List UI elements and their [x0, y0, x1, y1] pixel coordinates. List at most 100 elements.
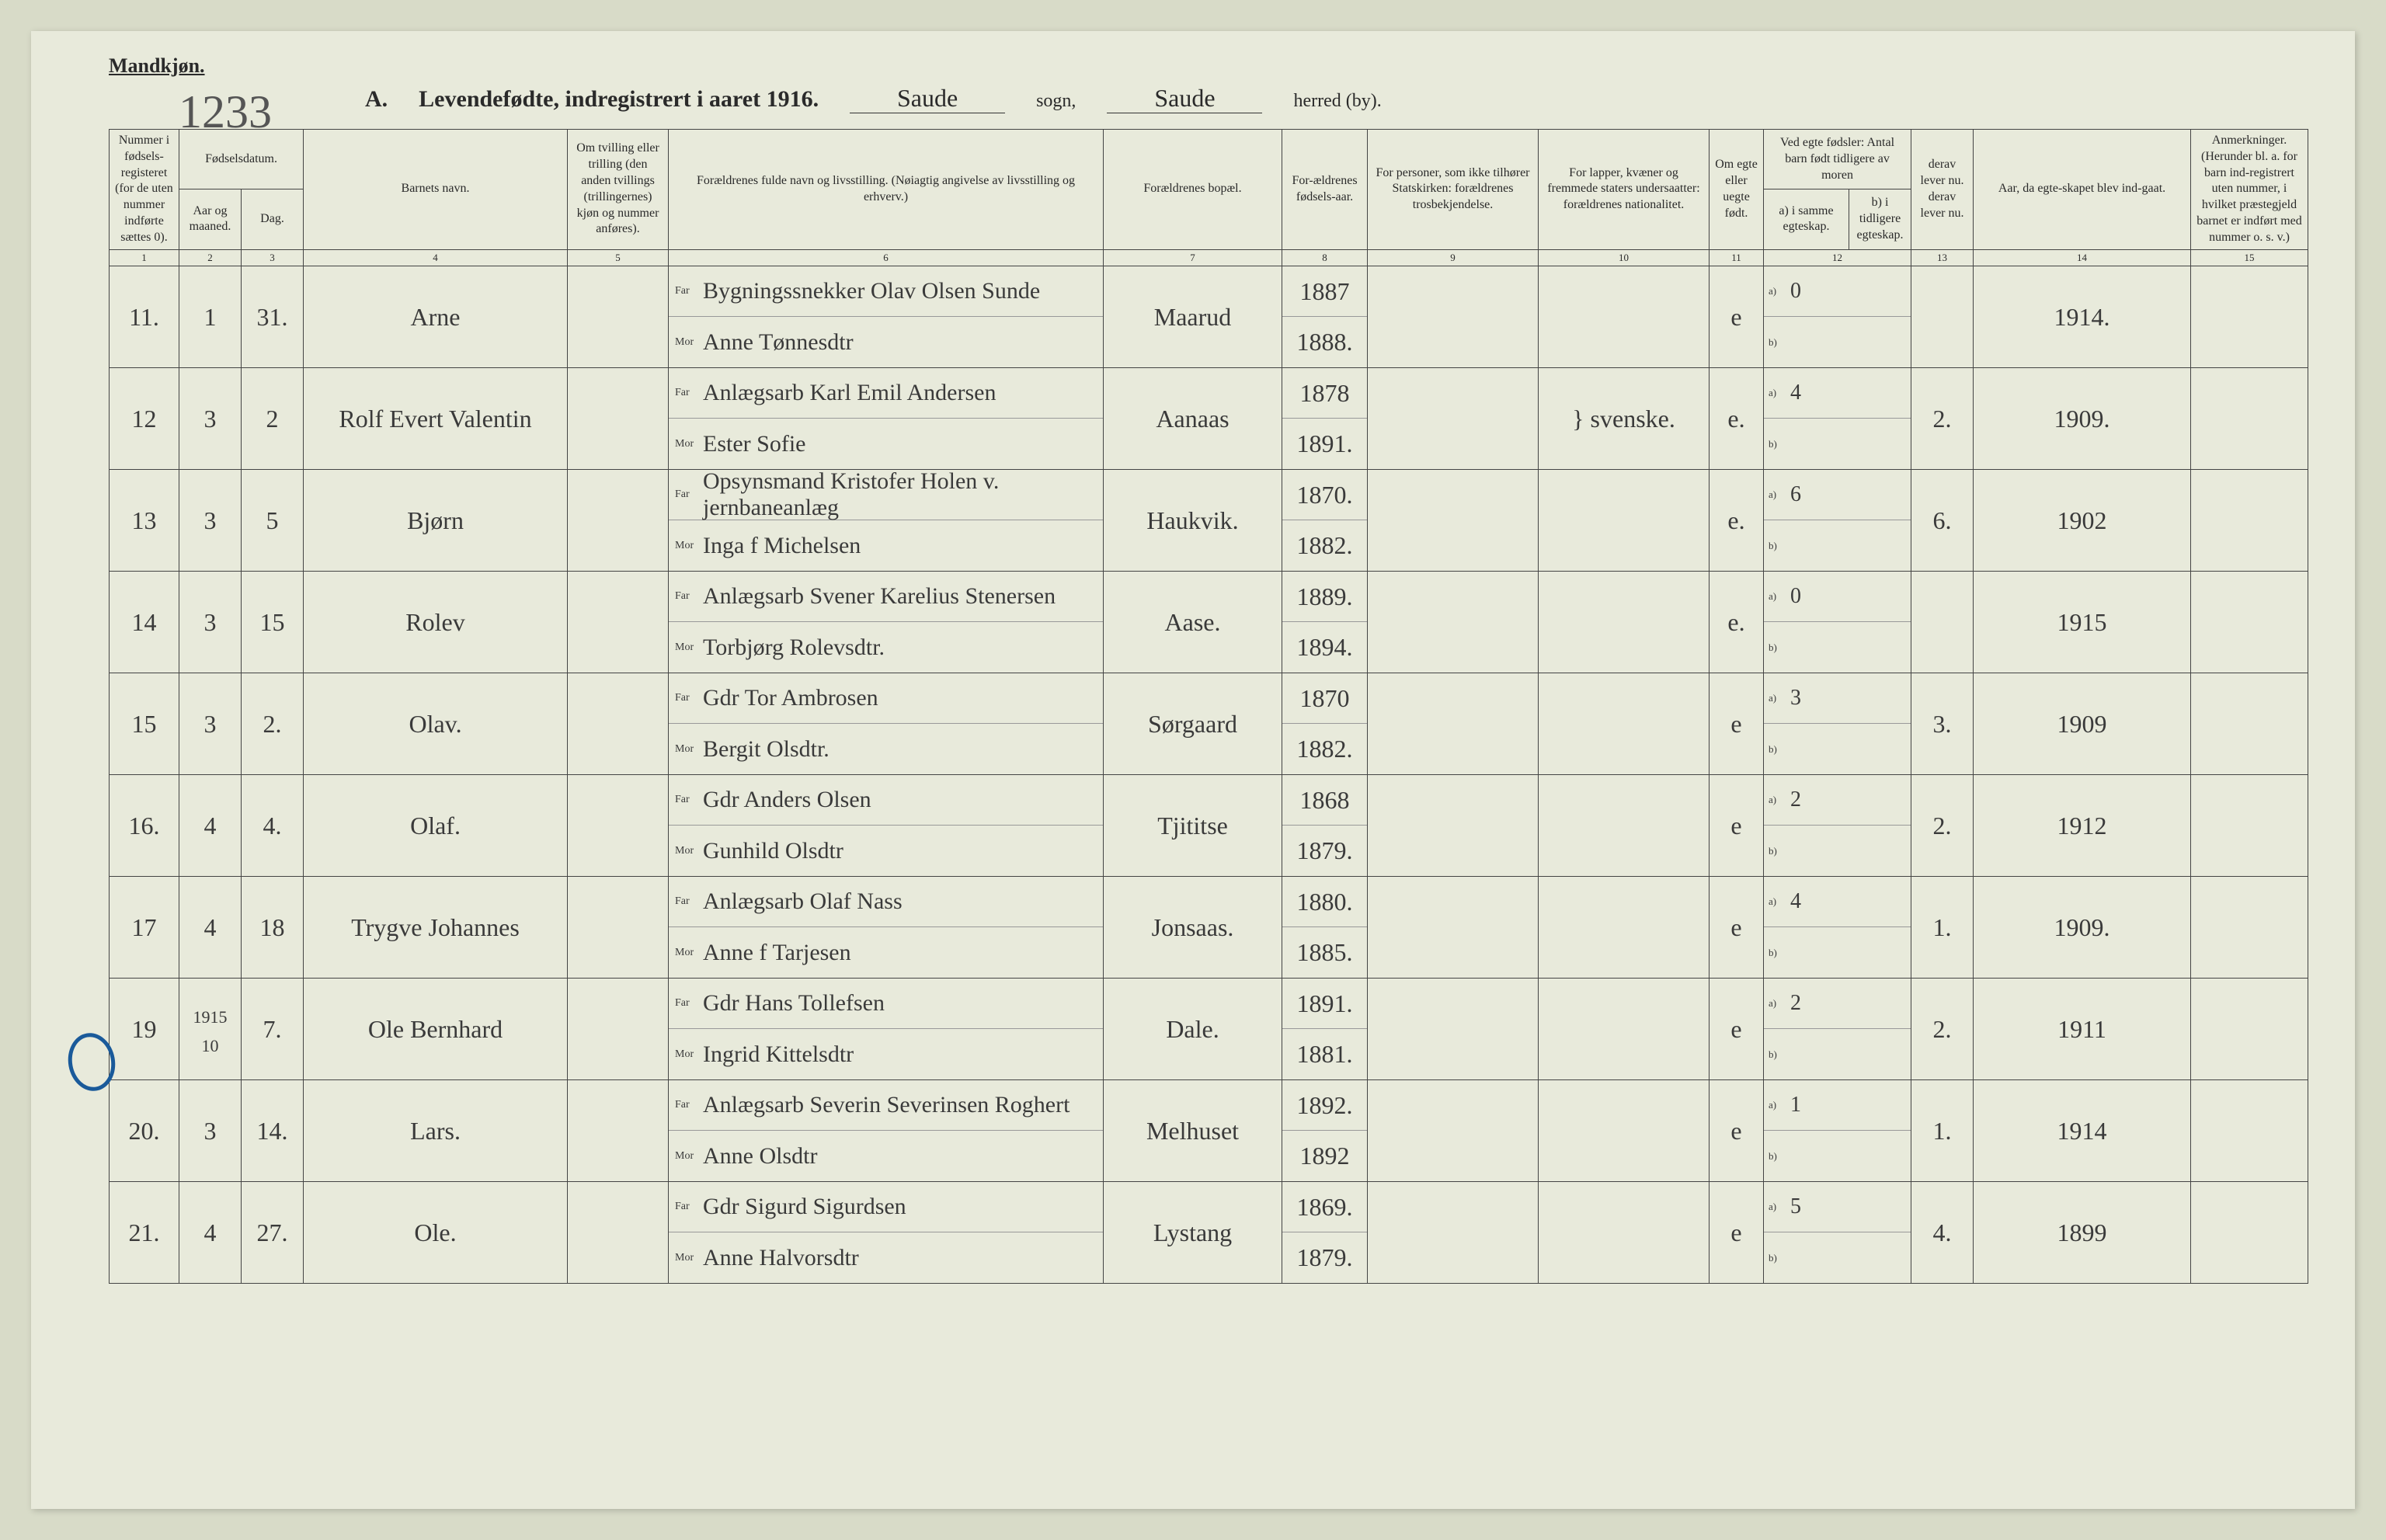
b-label: b)	[1769, 743, 1784, 756]
mor-label: Mor	[675, 438, 703, 450]
cell-parents: FarGdr Tor Ambrosen MorBergit Olsdtr.	[669, 673, 1104, 775]
cell-living: 2.	[1911, 368, 1974, 470]
hdr-living: derav lever nu. derav lever nu.	[1911, 130, 1974, 250]
mother-name: Ester Sofie	[703, 431, 1103, 457]
cell-living: 2.	[1911, 979, 1974, 1080]
cell-remarks	[2191, 1080, 2308, 1182]
cell-childname: Bjørn	[304, 470, 568, 572]
cell-twin	[568, 877, 669, 979]
title-row: A. Levendefødte, indregistrert i aaret 1…	[109, 84, 2308, 113]
far-label: Far	[675, 285, 703, 297]
far-label: Far	[675, 1201, 703, 1213]
cell-twin	[568, 470, 669, 572]
table-row: 16. 4 4. Olaf. FarGdr Anders Olsen MorGu…	[110, 775, 2308, 877]
father-birthyear: 1887	[1282, 266, 1367, 317]
cell-residence: Dale.	[1104, 979, 1282, 1080]
cell-legitimate: e.	[1710, 368, 1764, 470]
cell-twin	[568, 979, 669, 1080]
a-value: 2	[1784, 787, 1801, 812]
cell-twin	[568, 1182, 669, 1284]
cell-number: 19	[110, 979, 179, 1080]
cell-month: 3	[179, 470, 242, 572]
cell-prev-children: a)4 b)	[1764, 877, 1911, 979]
herred-value: Saude	[1107, 84, 1262, 113]
cell-month: 4	[179, 1182, 242, 1284]
cell-marriage-year: 1911	[1974, 979, 2191, 1080]
cell-living: 4.	[1911, 1182, 1974, 1284]
far-label: Far	[675, 997, 703, 1010]
cell-number: 16.	[110, 775, 179, 877]
mother-name: Bergit Olsdtr.	[703, 736, 1103, 763]
cell-prev-children: a)0 b)	[1764, 572, 1911, 673]
mother-name: Ingrid Kittelsdtr	[703, 1041, 1103, 1068]
hdr-month: Aar og maaned.	[179, 189, 242, 249]
colnum: 7	[1104, 249, 1282, 266]
cell-month: 4	[179, 877, 242, 979]
cell-religion	[1368, 673, 1539, 775]
cell-living: 6.	[1911, 470, 1974, 572]
mother-birthyear: 1891.	[1282, 419, 1367, 469]
table-header: Nummer i fødsels-registeret (for de uten…	[110, 130, 2308, 266]
b-label: b)	[1769, 1150, 1784, 1163]
cell-residence: Jonsaas.	[1104, 877, 1282, 979]
cell-marriage-year: 1909.	[1974, 877, 2191, 979]
colnum: 10	[1539, 249, 1710, 266]
title-prefix: A.	[365, 86, 388, 113]
hdr-prev-children-top: Ved egte fødsler: Antal barn født tidlig…	[1764, 130, 1911, 189]
cell-parent-birthyears: 1869. 1879.	[1282, 1182, 1368, 1284]
father-birthyear: 1891.	[1282, 979, 1367, 1029]
father-name: Anlægsarb Severin Severinsen Roghert	[703, 1092, 1103, 1118]
hdr-twin: Om tvilling eller trilling (den anden tv…	[568, 130, 669, 250]
father-birthyear: 1869.	[1282, 1182, 1367, 1232]
cell-day: 4.	[242, 775, 304, 877]
mother-birthyear: 1879.	[1282, 1232, 1367, 1283]
cell-twin	[568, 673, 669, 775]
cell-remarks	[2191, 877, 2308, 979]
father-name: Bygningssnekker Olav Olsen Sunde	[703, 278, 1103, 304]
cell-twin	[568, 775, 669, 877]
cell-parents: FarAnlægsarb Olaf Nass MorAnne f Tarjese…	[669, 877, 1104, 979]
colnum: 1	[110, 249, 179, 266]
cell-parents: FarAnlægsarb Severin Severinsen Roghert …	[669, 1080, 1104, 1182]
cell-religion	[1368, 572, 1539, 673]
cell-parents: FarAnlægsarb Karl Emil Andersen MorEster…	[669, 368, 1104, 470]
father-name: Anlægsarb Karl Emil Andersen	[703, 380, 1103, 406]
hdr-marriage-year: Aar, da egte-skapet blev ind-gaat.	[1974, 130, 2191, 250]
cell-marriage-year: 1915	[1974, 572, 2191, 673]
cell-nationality	[1539, 775, 1710, 877]
mor-label: Mor	[675, 336, 703, 349]
cell-marriage-year: 1902	[1974, 470, 2191, 572]
cell-parent-birthyears: 1868 1879.	[1282, 775, 1368, 877]
colnum: 5	[568, 249, 669, 266]
hdr-12a: a) i samme egteskap.	[1764, 189, 1849, 249]
cell-twin	[568, 572, 669, 673]
cell-number: 14	[110, 572, 179, 673]
title-main: Levendefødte, indregistrert i aaret 1916…	[419, 86, 819, 113]
mother-name: Torbjørg Rolevsdtr.	[703, 634, 1103, 661]
father-birthyear: 1868	[1282, 775, 1367, 826]
cell-legitimate: e	[1710, 775, 1764, 877]
cell-twin	[568, 266, 669, 368]
cell-number: 21.	[110, 1182, 179, 1284]
a-label: a)	[1769, 692, 1784, 704]
b-label: b)	[1769, 845, 1784, 857]
colnum: 9	[1368, 249, 1539, 266]
mother-birthyear: 1881.	[1282, 1029, 1367, 1079]
cell-nationality	[1539, 673, 1710, 775]
cell-childname: Ole.	[304, 1182, 568, 1284]
a-value: 0	[1784, 584, 1801, 609]
cell-nationality	[1539, 266, 1710, 368]
father-name: Opsynsmand Kristofer Holen v. jernbanean…	[703, 468, 1103, 521]
cell-legitimate: e	[1710, 877, 1764, 979]
cell-residence: Melhuset	[1104, 1080, 1282, 1182]
cell-parent-birthyears: 1891. 1881.	[1282, 979, 1368, 1080]
a-label: a)	[1769, 1201, 1784, 1213]
mother-name: Anne f Tarjesen	[703, 940, 1103, 966]
a-value: 4	[1784, 889, 1801, 914]
cell-day: 2.	[242, 673, 304, 775]
cell-twin	[568, 368, 669, 470]
cell-prev-children: a)4 b)	[1764, 368, 1911, 470]
table-row: 17 4 18 Trygve Johannes FarAnlægsarb Ola…	[110, 877, 2308, 979]
father-birthyear: 1880.	[1282, 877, 1367, 927]
cell-childname: Olav.	[304, 673, 568, 775]
